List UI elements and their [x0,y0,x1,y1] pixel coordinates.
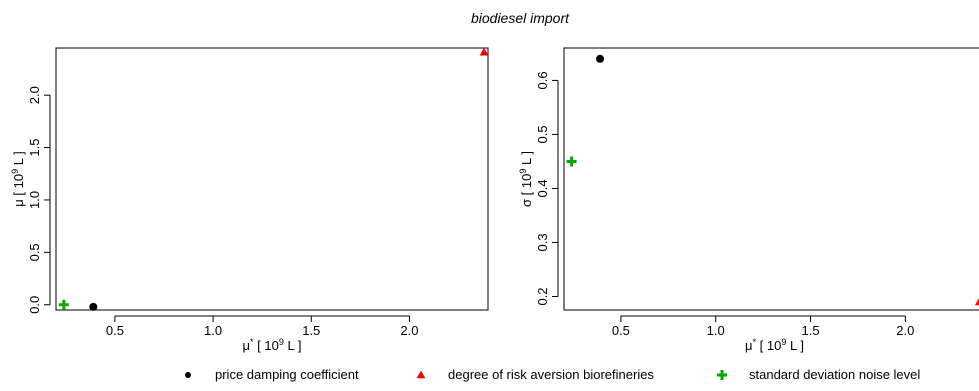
x-tick-label: 1.0 [204,323,222,338]
legend-item-risk: degree of risk aversion biorefineries [416,367,654,382]
y-tick-label: 2.0 [27,86,42,104]
legend-item-damping: price damping coefficient [185,367,359,382]
y-tick-label: 1.0 [27,191,42,209]
chart-title: biodiesel import [471,10,570,26]
plot-frame [563,47,979,311]
x-tick-label: 1.5 [801,323,819,338]
y-tick-label: 0.6 [535,71,550,89]
legend-item-noise: standard deviation noise level [717,367,920,382]
x-tick-label: 1.5 [302,323,320,338]
x-tick-label: 0.5 [106,323,124,338]
x-tick-label: 2.0 [896,323,914,338]
y-tick-label: 1.5 [27,139,42,157]
y-tick-label: 0.5 [535,125,550,143]
y-tick-label: 0.4 [535,179,550,197]
legend-label-noise: standard deviation noise level [749,367,920,382]
x-tick-label: 2.0 [400,323,418,338]
point-risk [974,298,979,306]
legend-marker-damping [185,372,191,378]
legend-label-risk: degree of risk aversion biorefineries [448,367,654,382]
x-axis-label: μ* [ 109 L ] [243,337,302,353]
y-tick-label: 0.0 [27,296,42,314]
legend-marker-risk [416,370,426,379]
x-tick-label: 1.0 [707,323,725,338]
y-axis-label: σ [ 109 L ] [518,151,534,207]
y-axis-label: μ [ 109 L ] [10,151,26,206]
legend-label-damping: price damping coefficient [215,367,359,382]
y-tick-label: 0.2 [535,287,550,305]
y-tick-label: 0.5 [27,243,42,261]
point-damping [89,302,98,311]
legend-marker-noise [717,370,727,380]
point-risk [479,47,489,56]
panel-1: 0.5 1.0 1.5 2.0 0.0 0.5 1.0 1.5 2.0 μ* [ 109 L ] μ… [10,47,489,353]
point-damping [596,54,605,63]
x-tick-label: 0.5 [612,323,630,338]
x-axis-label: μ* [ 109 L ] [745,337,804,353]
point-noise [58,299,69,310]
point-noise [566,156,577,167]
plot-frame [55,47,489,311]
y-tick-label: 0.3 [535,233,550,251]
legend: price damping coefficient degree of risk … [185,367,920,382]
panel-2: 0.5 1.0 1.5 2.0 0.2 0.3 0.4 0.5 0.6 μ* [ 109 L ] σ… [518,47,979,353]
